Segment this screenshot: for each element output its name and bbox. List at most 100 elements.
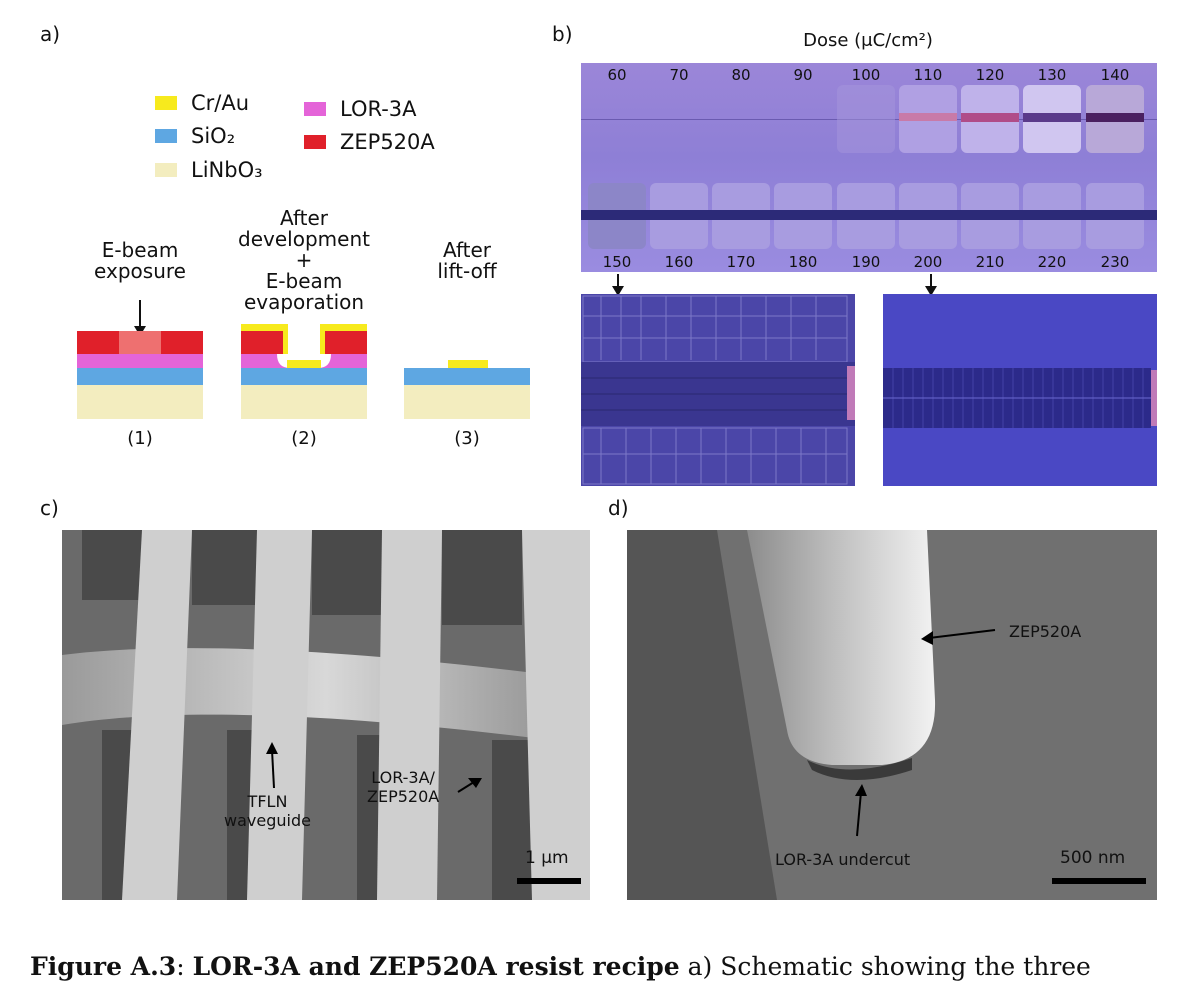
dose-title: Dose (μC/cm²) bbox=[803, 30, 933, 51]
step1-title: E-beam exposure bbox=[94, 240, 186, 282]
sem-image-c-graphic bbox=[62, 530, 590, 900]
legend-swatch-zep520a bbox=[304, 135, 326, 149]
stack-step1 bbox=[77, 300, 203, 419]
arrow-waveguide-head bbox=[266, 742, 278, 754]
scalebar-c bbox=[517, 878, 581, 884]
dose-190: 190 bbox=[851, 253, 881, 271]
legend-label-lor3a: LOR-3A bbox=[340, 97, 417, 121]
legend-item-zep520a: ZEP520A bbox=[304, 130, 435, 154]
arrow-zep-line bbox=[928, 629, 996, 639]
step2-number: (2) bbox=[291, 428, 317, 449]
process-schematic bbox=[77, 300, 530, 419]
legend-label-crau: Cr/Au bbox=[191, 91, 250, 115]
figure-caption: Figure A.3: LOR-3A and ZEP520A resist re… bbox=[30, 952, 1091, 981]
dose-pads bbox=[581, 85, 1157, 249]
legend-label-linbo3: LiNbO₃ bbox=[191, 158, 263, 182]
dose-120: 120 bbox=[975, 66, 1005, 84]
legend-item-sio2: SiO₂ bbox=[155, 124, 235, 148]
scalebar-d bbox=[1052, 878, 1146, 884]
dose-220: 220 bbox=[1037, 253, 1067, 271]
zoom-image-200-graphic bbox=[883, 368, 1157, 428]
legend-item-crau: Cr/Au bbox=[155, 91, 249, 115]
cr-au-right-wall bbox=[320, 324, 325, 354]
dose-110: 110 bbox=[913, 66, 943, 84]
layer-linbo3 bbox=[241, 385, 367, 419]
grid-pattern-top bbox=[582, 295, 848, 363]
sem-image-c: 1 μm TFLN waveguide LOR-3A/ ZEP520A bbox=[62, 530, 590, 900]
waveguide-lines bbox=[581, 377, 855, 411]
layer-lor3a bbox=[77, 354, 203, 368]
dose-100: 100 bbox=[851, 66, 881, 84]
grid-pattern-bottom bbox=[582, 427, 848, 485]
step1-number: (1) bbox=[127, 428, 153, 449]
panel-label-b: b) bbox=[552, 22, 573, 46]
resist-ridge bbox=[747, 530, 936, 765]
layer-zep520a-right bbox=[325, 331, 367, 354]
bottom-waveguide-strip bbox=[581, 210, 1157, 220]
step3-number: (3) bbox=[454, 428, 480, 449]
cr-au-bottom bbox=[287, 360, 321, 368]
pad-140-strip bbox=[1086, 113, 1144, 122]
stack-step2 bbox=[241, 324, 367, 419]
dose-160: 160 bbox=[664, 253, 694, 271]
caption-figure-number: Figure A.3 bbox=[30, 952, 177, 981]
caption-title: LOR-3A and ZEP520A resist recipe bbox=[192, 952, 680, 981]
sem-c-arrows bbox=[266, 742, 482, 793]
arrow-resist-head bbox=[468, 778, 482, 788]
arrow-zep-head bbox=[921, 631, 933, 645]
dose-170: 170 bbox=[726, 253, 756, 271]
pad-110-strip bbox=[899, 113, 957, 121]
dose-180: 180 bbox=[788, 253, 818, 271]
legend-swatch-linbo3 bbox=[155, 163, 177, 177]
vertical-bars bbox=[122, 530, 590, 900]
sem-image-d: ZEP520A LOR-3A undercut 500 nm bbox=[627, 530, 1157, 900]
caption-colon: : bbox=[176, 952, 193, 981]
arrow-undercut-line bbox=[856, 791, 862, 837]
dose-210: 210 bbox=[975, 253, 1005, 271]
dose-230: 230 bbox=[1100, 253, 1130, 271]
dose-140: 140 bbox=[1100, 66, 1130, 84]
layer-sio2 bbox=[404, 368, 530, 385]
zoom-arrows bbox=[612, 274, 937, 296]
pad-120-strip bbox=[961, 113, 1019, 122]
label-lor3a-undercut: LOR-3A undercut bbox=[775, 850, 911, 869]
pad-edge bbox=[1151, 370, 1157, 426]
dose-60: 60 bbox=[607, 66, 627, 84]
pad-edge bbox=[847, 366, 855, 420]
step3-title-text: After lift-off bbox=[437, 238, 497, 283]
legend-label-zep520a: ZEP520A bbox=[340, 130, 435, 154]
horizontal-bar bbox=[62, 648, 590, 745]
legend-item-linbo3: LiNbO₃ bbox=[155, 158, 263, 182]
layer-sio2 bbox=[241, 368, 367, 385]
arrow-waveguide-line bbox=[271, 749, 275, 789]
caption-text: a) Schematic showing the three bbox=[679, 952, 1091, 981]
dose-optical-image: 60 70 80 90 100 110 120 130 140 150 160 … bbox=[581, 63, 1157, 272]
panel-label-a: a) bbox=[40, 22, 61, 46]
exposed-region bbox=[119, 331, 161, 354]
layer-zep520a-left bbox=[241, 331, 283, 354]
sem-image-d-graphic bbox=[627, 530, 1157, 900]
sem-d-arrows bbox=[855, 629, 996, 837]
layer-linbo3 bbox=[404, 385, 530, 419]
legend-swatch-lor3a bbox=[304, 102, 326, 116]
zoom-arrow-200-head bbox=[925, 286, 937, 296]
panel-label-c: c) bbox=[40, 496, 59, 520]
legend-swatch-sio2 bbox=[155, 129, 177, 143]
dose-150: 150 bbox=[602, 253, 632, 271]
dose-130: 130 bbox=[1037, 66, 1067, 84]
pad-100 bbox=[837, 85, 895, 153]
dose-70: 70 bbox=[669, 66, 689, 84]
zoom-arrow-150-head bbox=[612, 286, 624, 296]
top-row-pads bbox=[837, 85, 1144, 153]
undercut-shadow bbox=[807, 758, 912, 780]
legend-label-sio2: SiO₂ bbox=[191, 124, 236, 148]
cr-au-left bbox=[241, 324, 283, 331]
panel-label-d: d) bbox=[608, 496, 629, 520]
scalebar-d-label: 500 nm bbox=[1060, 848, 1126, 868]
arrow-undercut-head bbox=[855, 784, 867, 796]
layer-linbo3 bbox=[77, 385, 203, 419]
zoom-image-150 bbox=[581, 294, 855, 486]
dose-80: 80 bbox=[731, 66, 751, 84]
step2-title-text: After development + E-beam evaporation bbox=[238, 206, 370, 314]
cr-au-final bbox=[448, 360, 488, 368]
